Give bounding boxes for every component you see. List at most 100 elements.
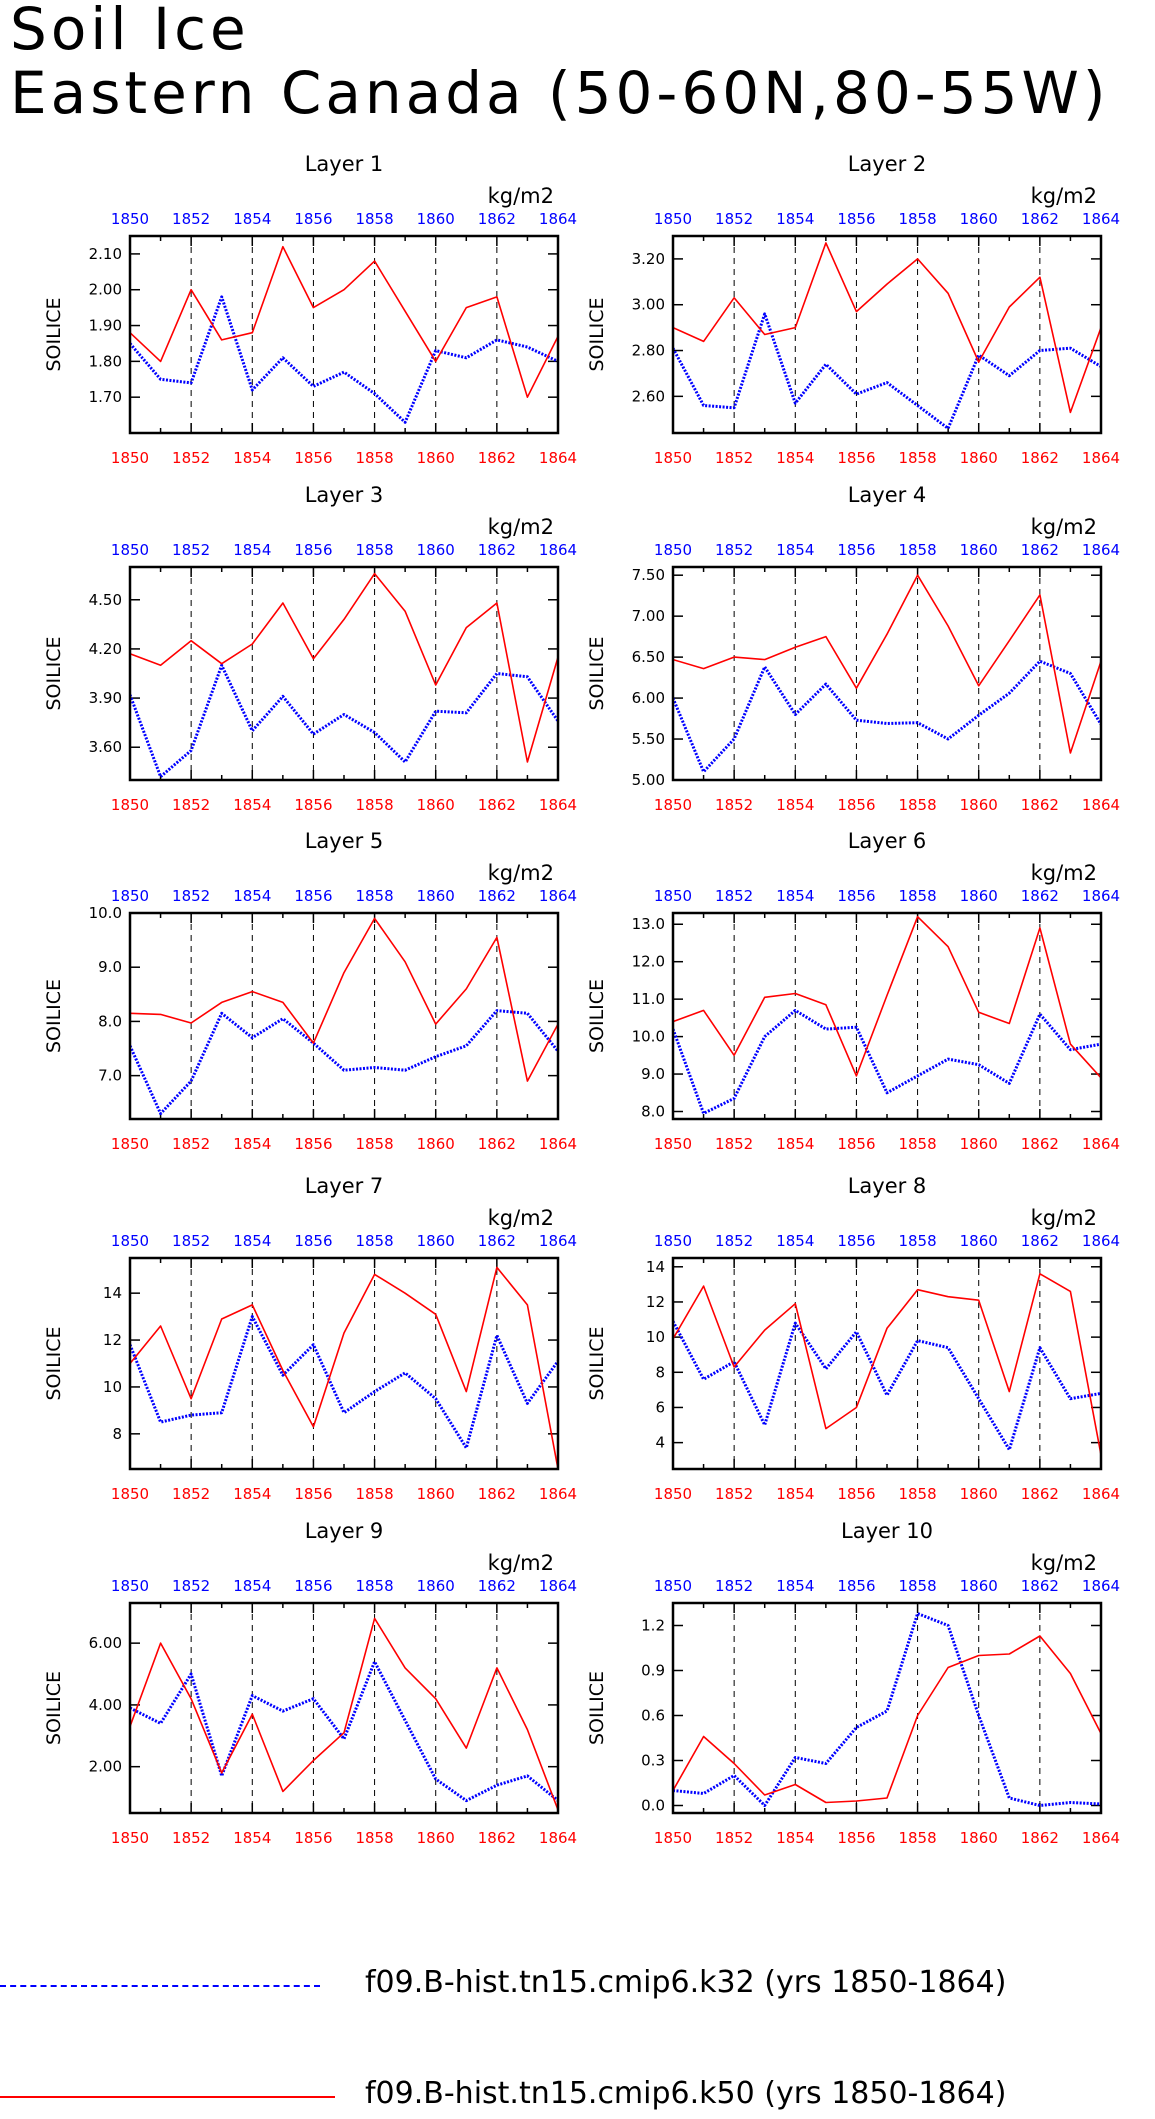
x-tick-label-top: 1850 (111, 210, 149, 228)
x-tick-label: 1852 (172, 1485, 210, 1503)
x-tick-label: 1864 (1082, 1135, 1120, 1153)
y-tick-label: 1.70 (89, 388, 122, 406)
x-tick-label-top: 1850 (654, 887, 692, 905)
x-tick-label-top: 1854 (776, 210, 814, 228)
panel-4: Layer 4 kg/m2 SOILICE 1850 1850 1852 1852 1854 1… (586, 483, 1120, 814)
series-k50-line (673, 242, 1101, 414)
panel-7: Layer 7 kg/m2 SOILICE 1850 1850 1852 1852 1854 1… (43, 1174, 577, 1503)
y-tick-label: 3.90 (89, 689, 122, 707)
x-tick-label-top: 1864 (1082, 1577, 1120, 1595)
y-tick-label: 6.00 (632, 689, 665, 707)
panel-title: Layer 9 (305, 1519, 384, 1543)
units-label: kg/m2 (488, 1206, 554, 1230)
plot-frame (128, 911, 560, 1121)
x-tick-label: 1860 (960, 1485, 998, 1503)
x-tick-label: 1858 (898, 1485, 936, 1503)
series-k32-line (130, 1315, 558, 1450)
y-tick-label: 0.6 (641, 1707, 665, 1725)
y-tick-label: 1.90 (89, 317, 122, 335)
x-tick-label-top: 1856 (837, 541, 875, 559)
y-tick-label: 4.20 (89, 640, 122, 658)
x-tick-label-top: 1858 (898, 541, 936, 559)
x-tick-label: 1852 (172, 1135, 210, 1153)
x-tick-label-top: 1860 (960, 1577, 998, 1595)
x-tick-label-top: 1854 (233, 1577, 271, 1595)
x-tick-label-top: 1864 (539, 887, 577, 905)
x-tick-label: 1852 (172, 796, 210, 814)
x-tick-label-top: 1856 (837, 887, 875, 905)
panel-grid: Layer 1 kg/m2 SOILICE 1850 1850 1852 1852 1854 1… (43, 152, 1120, 1847)
x-tick-label-top: 1860 (960, 1232, 998, 1250)
plot-frame (671, 565, 1103, 782)
x-tick-label-top: 1860 (960, 541, 998, 559)
y-tick-label: 2.00 (89, 1758, 122, 1776)
x-tick-label-top: 1864 (539, 541, 577, 559)
x-tick-label: 1856 (294, 1485, 332, 1503)
x-tick-label-top: 1862 (1021, 541, 1059, 559)
x-tick-label-top: 1852 (715, 1577, 753, 1595)
y-axis-label: SOILICE (43, 636, 65, 710)
y-axis-label: SOILICE (43, 1671, 65, 1745)
x-tick-label-top: 1850 (654, 1577, 692, 1595)
x-tick-label-top: 1856 (294, 1577, 332, 1595)
x-tick-label-top: 1852 (172, 210, 210, 228)
y-axis-label: SOILICE (586, 1326, 608, 1400)
series-k32-line (130, 1660, 558, 1803)
x-tick-label-top: 1856 (837, 1232, 875, 1250)
panel-title: Layer 6 (848, 829, 927, 853)
panel-title: Layer 5 (305, 829, 384, 853)
units-label: kg/m2 (1031, 184, 1097, 208)
x-tick-label: 1860 (417, 1829, 455, 1847)
x-tick-label: 1856 (837, 1829, 875, 1847)
y-tick-label: 12 (103, 1331, 122, 1349)
x-tick-label-top: 1864 (1082, 210, 1120, 228)
x-tick-label-top: 1864 (1082, 541, 1120, 559)
plot-frame (128, 234, 560, 435)
series-k32-line (130, 295, 558, 424)
x-tick-label-top: 1858 (355, 210, 393, 228)
plot-frame (128, 565, 560, 782)
x-tick-label: 1858 (355, 1829, 393, 1847)
y-tick-label: 12 (646, 1293, 665, 1311)
series-k32-line (130, 663, 558, 779)
x-tick-label: 1852 (715, 1135, 753, 1153)
y-axis-label: SOILICE (586, 979, 608, 1053)
panel-8: Layer 8 kg/m2 SOILICE 1850 1850 1852 1852 1854 1… (586, 1174, 1120, 1503)
panel-6: Layer 6 kg/m2 SOILICE 1850 1850 1852 1852 1854 1… (586, 829, 1120, 1153)
x-tick-label: 1862 (478, 1135, 516, 1153)
x-tick-label: 1864 (1082, 449, 1120, 467)
series-k50-line (130, 917, 558, 1082)
y-tick-label: 0.0 (641, 1797, 665, 1815)
x-tick-label-top: 1858 (355, 1232, 393, 1250)
units-label: kg/m2 (488, 1551, 554, 1575)
units-label: kg/m2 (1031, 515, 1097, 539)
y-tick-label: 7.00 (632, 607, 665, 625)
panel-title: Layer 3 (305, 483, 384, 507)
panel-3: Layer 3 kg/m2 SOILICE 1850 1850 1852 1852 1854 1… (43, 483, 577, 814)
panel-1: Layer 1 kg/m2 SOILICE 1850 1850 1852 1852 1854 1… (43, 152, 577, 467)
x-tick-label-top: 1852 (172, 541, 210, 559)
x-tick-label-top: 1858 (355, 1577, 393, 1595)
series-k50-line (673, 1273, 1101, 1456)
x-tick-label-top: 1862 (1021, 1232, 1059, 1250)
series-k32-line (673, 659, 1101, 774)
x-tick-label-top: 1850 (111, 541, 149, 559)
x-tick-label-top: 1850 (111, 1232, 149, 1250)
x-tick-label-top: 1852 (715, 210, 753, 228)
x-tick-label: 1852 (172, 1829, 210, 1847)
x-tick-label-top: 1852 (172, 1232, 210, 1250)
x-tick-label-top: 1850 (654, 541, 692, 559)
x-tick-label: 1858 (355, 1485, 393, 1503)
plot-frame (671, 234, 1103, 435)
series-k50-line (130, 572, 558, 763)
y-tick-label: 12.0 (632, 953, 665, 971)
series-k50-line (673, 915, 1101, 1079)
y-tick-label: 7.0 (98, 1067, 122, 1085)
x-tick-label: 1860 (417, 449, 455, 467)
x-tick-label-top: 1852 (715, 1232, 753, 1250)
x-tick-label: 1850 (654, 1135, 692, 1153)
x-tick-label: 1850 (654, 1485, 692, 1503)
x-tick-label: 1856 (294, 1829, 332, 1847)
x-tick-label: 1864 (1082, 1829, 1120, 1847)
x-tick-label: 1850 (654, 796, 692, 814)
